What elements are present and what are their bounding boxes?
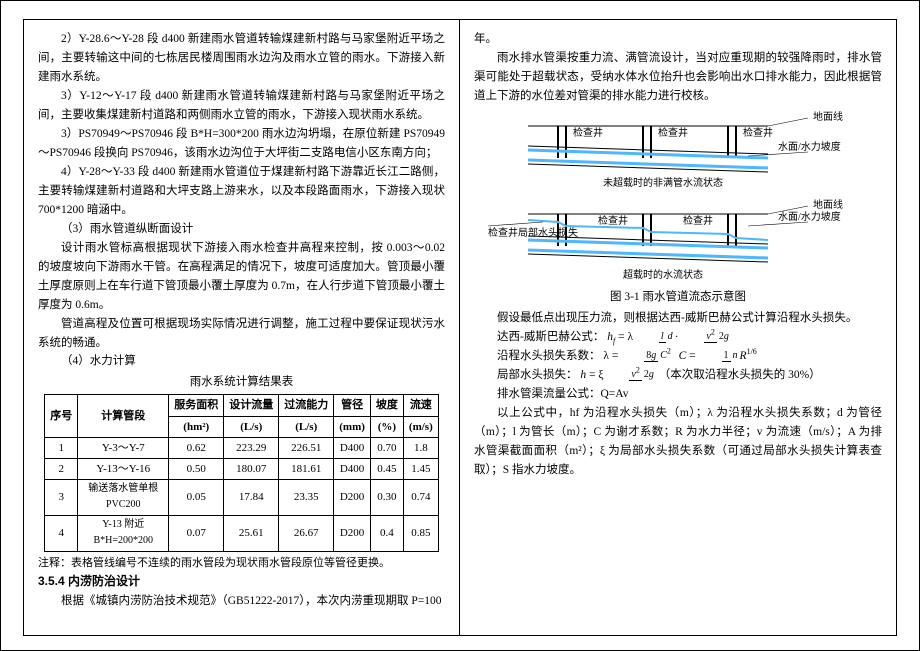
top-well-2: 检查井 <box>658 126 688 139</box>
table-cell: 0.45 <box>370 458 403 479</box>
para-vars: 以上公式中，hf 为沿程水头损失（m）；λ 为沿程水头损失系数；d 为管径（m）… <box>474 404 882 480</box>
f3-note: （本次取沿程水头损失的 30%） <box>659 369 821 381</box>
formula-4: 排水管渠流量公式：Q=Av <box>474 385 882 404</box>
table-cell: 0.05 <box>169 479 224 515</box>
table-cell: 2 <box>45 458 78 479</box>
u-3: (L/s) <box>224 416 279 437</box>
table-cell: 17.84 <box>224 479 279 515</box>
para-8: 管道高程及位置可根据现场实际情况进行调整，施工过程中要保证现状污水系统的畅通。 <box>38 315 445 353</box>
bot-well-3: 检查井 <box>683 214 713 227</box>
table-row: 2Y-13～Y-160.50180.07181.61D4000.451.45 <box>45 458 438 479</box>
top-flow-label: 水面/水力坡度 <box>778 140 841 153</box>
para-r1: 雨水排水管渠按重力流、满管流设计，当对应重现期的较强降雨时，排水管渠可能处于超载… <box>474 49 882 106</box>
table-cell: D400 <box>334 458 371 479</box>
para-4: 3）PS70949～PS70946 段 B*H=300*200 雨水边沟坍塌，在… <box>38 125 445 163</box>
calc-table: 序号 计算管段 服务面积 设计流量 过流能力 管径 坡度 流速 (hm²) (L… <box>44 394 438 552</box>
formula-3: 局部水头损失： h = ξ v22g （本次取沿程水头损失的 30%） <box>474 366 882 385</box>
table-cell: D400 <box>334 437 371 458</box>
left-column: 2）Y-28.6～Y-28 段 d400 新建雨水管道转输煤建新村路与马家堡附近… <box>24 20 460 635</box>
table-row: 3输送落水管单根 PVC2000.0517.8423.35D2000.300.7… <box>45 479 438 515</box>
table-cell: Y-3～Y-7 <box>78 437 169 458</box>
para-6: （3）雨水管道纵断面设计 <box>38 220 445 239</box>
f2-label: 沿程水头损失系数： <box>497 350 601 362</box>
para-7: 设计雨水管标高根据现状下游接入雨水检查井高程来控制，按 0.003～0.02 的… <box>38 239 445 315</box>
table-cell: 0.70 <box>370 437 403 458</box>
table-cell: 0.74 <box>403 479 438 515</box>
th-5: 管径 <box>334 395 371 416</box>
table-cell: D200 <box>334 515 371 551</box>
table-cell: 180.07 <box>224 458 279 479</box>
u-4: (L/s) <box>279 416 334 437</box>
table-cell: 1.45 <box>403 458 438 479</box>
table-cell: 0.4 <box>370 515 403 551</box>
table-cell: 23.35 <box>279 479 334 515</box>
table-row: 4Y-13 附近 B*H=200*2000.0725.6126.67D2000.… <box>45 515 438 551</box>
table-cell: Y-13～Y-16 <box>78 458 169 479</box>
table-cell: 4 <box>45 515 78 551</box>
f1-label: 达西-威斯巴赫公式： <box>497 331 604 343</box>
formula-1: 达西-威斯巴赫公式： hf = λ ld· v22g <box>474 328 882 347</box>
table-cell: 0.62 <box>169 437 224 458</box>
u-5: (mm) <box>334 416 371 437</box>
para-354: 根据《城镇内涝防治技术规范》（GB51222-2017），本次内涝重现期取 P=… <box>38 592 445 611</box>
formula-2: 沿程水头损失系数： λ = 8gC2 C = 1nR1/6 <box>474 347 882 366</box>
th-0: 序号 <box>45 395 78 437</box>
para-9: （4）水力计算 <box>38 352 445 371</box>
top-caption: 未超载时的非满管水流状态 <box>603 176 723 189</box>
table-cell: 226.51 <box>279 437 334 458</box>
th-2: 服务面积 <box>169 395 224 416</box>
table-cell: 3 <box>45 479 78 515</box>
table-cell: 0.85 <box>403 515 438 551</box>
table-cell: 0.07 <box>169 515 224 551</box>
table-row: 1Y-3～Y-70.62223.29226.51D4000.701.8 <box>45 437 438 458</box>
table-cell: 1.8 <box>403 437 438 458</box>
th-4: 过流能力 <box>279 395 334 416</box>
para-assume: 假设最低点出现压力流，则根据达西-威斯巴赫公式计算沿程水头损失。 <box>474 309 882 328</box>
table-header-row: 序号 计算管段 服务面积 设计流量 过流能力 管径 坡度 流速 <box>45 395 438 416</box>
right-column: 年。 雨水排水管渠按重力流、满管流设计，当对应重现期的较强降雨时，排水管渠可能处… <box>460 20 896 635</box>
page-border: 2）Y-28.6～Y-28 段 d400 新建雨水管道转输煤建新村路与马家堡附近… <box>0 0 920 651</box>
bot-ground-label: 地面线 <box>813 198 843 211</box>
table-cell: 0.50 <box>169 458 224 479</box>
top-ground-label: 地面线 <box>813 110 843 123</box>
table-cell: D200 <box>334 479 371 515</box>
u-2: (hm²) <box>169 416 224 437</box>
table-cell: 0.30 <box>370 479 403 515</box>
table-cell: 26.67 <box>279 515 334 551</box>
figure-caption: 图 3-1 雨水管道流态示意图 <box>474 288 882 307</box>
top-well-3: 检查井 <box>743 126 773 139</box>
para-2: 2）Y-28.6～Y-28 段 d400 新建雨水管道转输煤建新村路与马家堡附近… <box>38 30 445 87</box>
u-6: (%) <box>370 416 403 437</box>
table-cell: 1 <box>45 437 78 458</box>
u-7: (m/s) <box>403 416 438 437</box>
flow-diagram-svg: 地面线 检查井 检查井 检查井 水面/水力坡度 未超载时的非满管水流状态 <box>488 108 868 288</box>
top-well-1: 检查井 <box>573 126 603 139</box>
th-3: 设计流量 <box>224 395 279 416</box>
table-cell: Y-13 附近 B*H=200*200 <box>78 515 169 551</box>
para-year: 年。 <box>474 30 882 49</box>
th-1: 计算管段 <box>78 395 169 437</box>
table-cell: 181.61 <box>279 458 334 479</box>
inner-frame: 2）Y-28.6～Y-28 段 d400 新建雨水管道转输煤建新村路与马家堡附近… <box>23 19 897 636</box>
para-5: 4）Y-28～Y-33 段 d400 新建雨水管道位于煤建新村路下游靠近长江二路… <box>38 163 445 220</box>
bot-well-2: 检查井 <box>598 214 628 227</box>
bot-caption: 超载时的水流状态 <box>623 268 703 281</box>
th-7: 流速 <box>403 395 438 416</box>
para-3: 3）Y-12～Y-17 段 d400 新建雨水管道转输煤建新村路与马家堡附近平场… <box>38 87 445 125</box>
table-title: 雨水系统计算结果表 <box>38 373 445 392</box>
table-note: 注释：表格管线编号不连续的雨水管段为现状雨水管段原位等管径更换。 <box>38 554 445 572</box>
figure-3-1: 地面线 检查井 检查井 检查井 水面/水力坡度 未超载时的非满管水流状态 <box>474 108 882 307</box>
bot-flow-label: 水面/水力坡度 <box>778 210 841 223</box>
table-cell: 223.29 <box>224 437 279 458</box>
table-cell: 25.61 <box>224 515 279 551</box>
f3-label: 局部水头损失： <box>497 369 578 381</box>
table-cell: 输送落水管单根 PVC200 <box>78 479 169 515</box>
th-6: 坡度 <box>370 395 403 416</box>
sec-354-title: 3.5.4 内涝防治设计 <box>38 572 445 592</box>
